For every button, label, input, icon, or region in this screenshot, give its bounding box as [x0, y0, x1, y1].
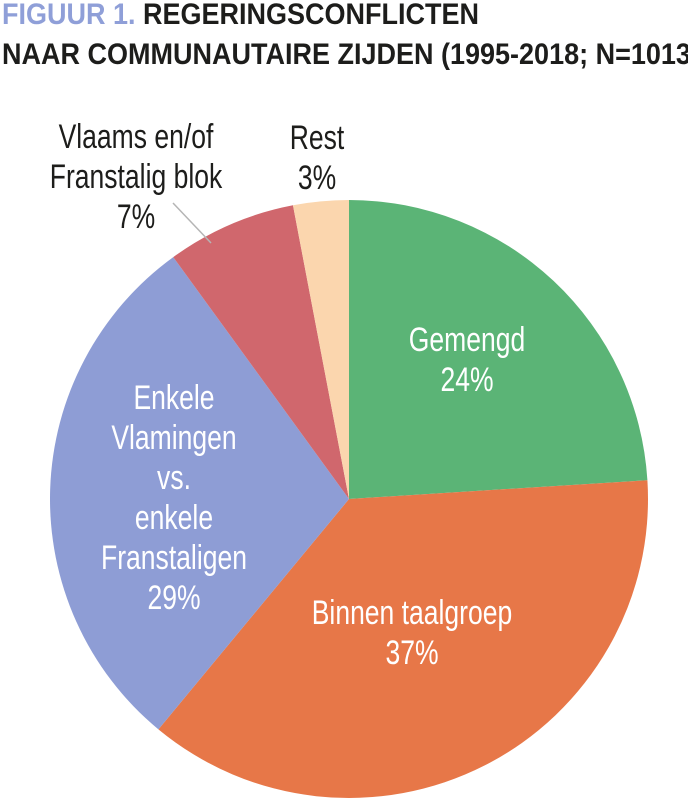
pie-slice-binnen-taalgroep [158, 480, 648, 798]
pie-slice-gemengd [349, 200, 648, 499]
pie-slice-enkele-vlamingen-vs-enkele-franstaligen [49, 257, 349, 730]
pie-slice-rest [292, 200, 349, 499]
pie-slice-vlaams-en-of-franstalig-blok [173, 205, 349, 500]
figure-title-line2: NAAR COMMUNAUTAIRE ZIJDEN (1995-2018; N=… [2, 38, 688, 71]
figure-title-text: REGERINGSCONFLICTEN [143, 0, 480, 31]
figure-title: FIGUUR 1. REGERINGSCONFLICTEN NAAR COMMU… [2, 0, 688, 75]
label-leader-line [172, 202, 212, 244]
figure-title-line1: FIGUUR 1. REGERINGSCONFLICTEN [2, 0, 688, 35]
figure-number-label: FIGUUR 1. [2, 0, 136, 31]
